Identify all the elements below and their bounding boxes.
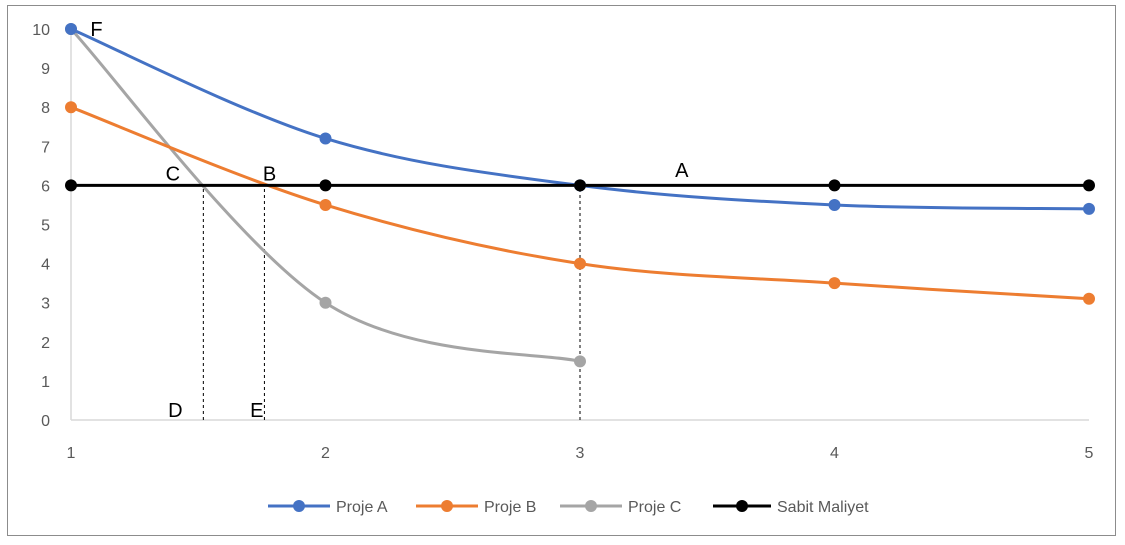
data-point-proje-b	[65, 101, 77, 114]
legend-label-proje-c: Proje C	[628, 499, 681, 516]
legend-marker-sabit-maliyet	[736, 500, 748, 512]
reference-lines	[202, 185, 581, 420]
data-point-proje-a	[65, 23, 77, 35]
y-tick-label: 3	[41, 296, 50, 313]
legend: Proje A Proje B Proje C Sabit Maliyet	[268, 499, 869, 516]
chart-area	[7, 5, 1116, 536]
x-tick-label: 4	[830, 445, 839, 462]
annotations-group: F C B A D E	[90, 19, 689, 422]
data-point-sabit-maliyet	[828, 179, 841, 192]
legend-label-proje-a: Proje A	[336, 499, 388, 516]
x-tick-label: 3	[576, 445, 585, 462]
y-tick-label: 0	[41, 413, 50, 430]
y-tick-label: 2	[41, 335, 50, 352]
data-point-proje-a	[828, 198, 841, 211]
data-point-proje-b	[828, 277, 841, 290]
data-point-proje-c	[319, 296, 332, 309]
data-point-sabit-maliyet	[1083, 179, 1095, 192]
annotation-label: D	[168, 400, 182, 422]
data-point-proje-c	[574, 355, 586, 368]
x-tick-label: 1	[67, 445, 76, 462]
data-point-sabit-maliyet	[574, 179, 586, 192]
series-line-proje-c	[69, 27, 581, 363]
data-point-proje-b	[574, 257, 586, 270]
y-tick-label: 4	[41, 257, 50, 274]
y-tick-label: 7	[41, 139, 50, 156]
annotation-label: F	[90, 19, 102, 41]
x-tick-label: 2	[321, 445, 330, 462]
legend-label-sabit-maliyet: Sabit Maliyet	[777, 499, 869, 516]
y-tick-label: 8	[41, 100, 50, 117]
legend-marker-proje-c	[585, 500, 597, 512]
data-point-sabit-maliyet	[65, 179, 77, 192]
data-point-sabit-maliyet	[319, 179, 332, 192]
legend-label-proje-b: Proje B	[484, 499, 536, 516]
data-point-proje-a	[1083, 202, 1095, 215]
y-tick-label: 9	[41, 61, 50, 78]
annotation-label: E	[250, 400, 263, 422]
data-point-proje-b	[319, 198, 332, 211]
data-point-proje-a	[319, 132, 332, 145]
markers-group	[65, 23, 1095, 368]
legend-marker-proje-a	[293, 500, 305, 512]
y-tick-label: 10	[32, 22, 50, 39]
y-tick-label: 6	[41, 178, 50, 195]
y-tick-label: 5	[41, 218, 50, 235]
annotation-label: A	[675, 160, 689, 182]
legend-marker-proje-b	[441, 500, 453, 512]
data-point-proje-b	[1083, 292, 1095, 305]
x-tick-label: 5	[1085, 445, 1094, 462]
annotation-label: C	[166, 164, 180, 186]
y-tick-label: 1	[41, 374, 50, 391]
annotation-label: B	[263, 164, 276, 186]
